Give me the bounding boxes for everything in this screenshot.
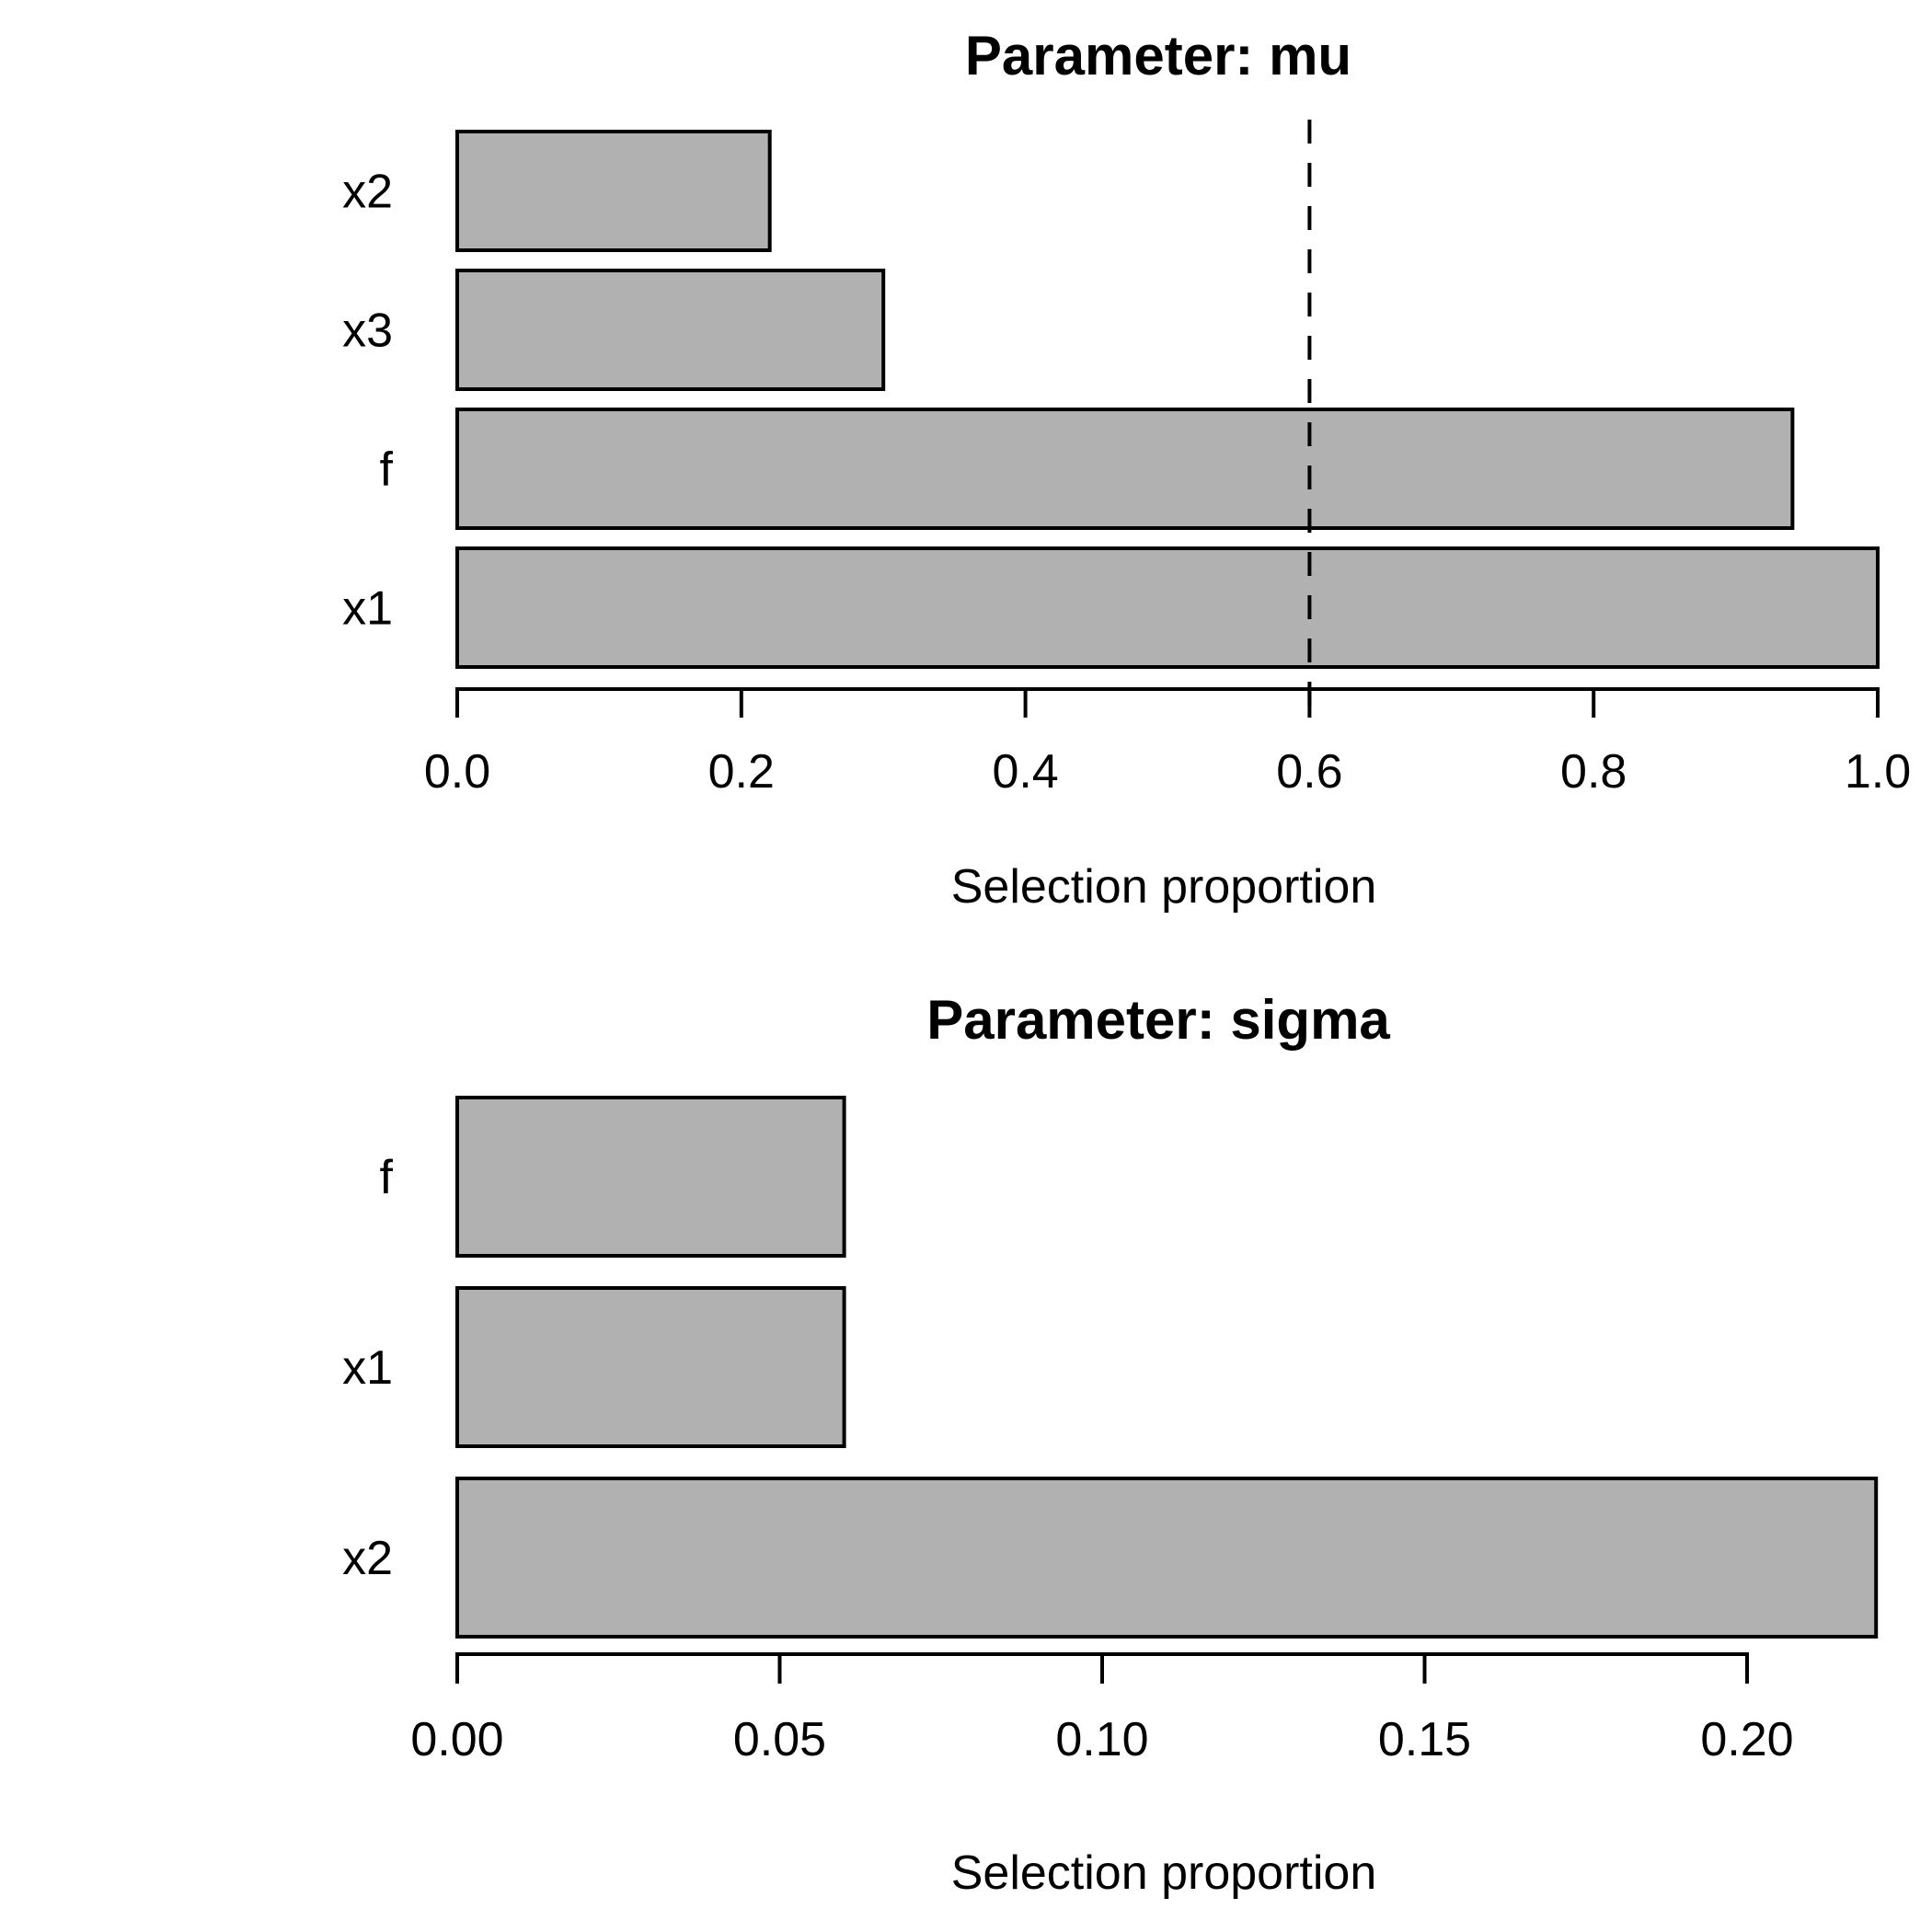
- mu-category-label-x1: x1: [342, 582, 393, 636]
- mu-tick-label-0.8: 0.8: [1560, 745, 1627, 799]
- sigma-category-labels: f x1 x2: [342, 1151, 393, 1585]
- mu-category-label-x2: x2: [342, 166, 393, 219]
- sigma-bars: [455, 1096, 1879, 1639]
- sigma-tick-label-0.15: 0.15: [1378, 1713, 1471, 1766]
- sigma-chart-title: Parameter: sigma: [926, 989, 1390, 1051]
- mu-tick-label-1.0: 1.0: [1845, 745, 1911, 799]
- sigma-category-label-x1: x1: [342, 1341, 393, 1395]
- mu-tick-label-0.6: 0.6: [1276, 745, 1342, 799]
- sigma-x-axis-label: Selection proportion: [951, 1846, 1377, 1900]
- mu-category-label-x3: x3: [342, 305, 393, 358]
- mu-bar-x3: [455, 269, 886, 391]
- mu-bars: [455, 130, 1880, 669]
- mu-bar-f: [455, 408, 1795, 530]
- sigma-tick-label-0.00: 0.00: [410, 1713, 503, 1766]
- mu-tick-label-0.2: 0.2: [708, 745, 775, 799]
- mu-tick-label-0.0: 0.0: [424, 745, 490, 799]
- sigma-tick-label-0.20: 0.20: [1700, 1713, 1793, 1766]
- sigma-category-label-f: f: [380, 1151, 394, 1204]
- sigma-category-label-x2: x2: [342, 1532, 393, 1585]
- mu-chart-title: Parameter: mu: [965, 25, 1351, 86]
- sigma-bar-f: [455, 1096, 846, 1258]
- mu-category-label-f: f: [380, 443, 394, 497]
- sigma-tick-label-0.05: 0.05: [733, 1713, 826, 1766]
- mu-tick-label-0.4: 0.4: [992, 745, 1058, 799]
- mu-bar-x2: [455, 130, 772, 252]
- sigma-x-axis: 0.00 0.05 0.10 0.15 0.20: [410, 1652, 1794, 1766]
- mu-chart: Parameter: mu x2 x3 f x1 0.0 0.2 0.4 0.6 0.8 1.0…: [342, 25, 1911, 914]
- mu-bar-x1: [455, 546, 1880, 669]
- sigma-bar-x2: [455, 1477, 1879, 1639]
- mu-x-axis: 0.0 0.2 0.4 0.6 0.8 1.0: [424, 687, 1911, 799]
- mu-category-labels: x2 x3 f x1: [342, 166, 393, 636]
- mu-x-axis-label: Selection proportion: [951, 860, 1377, 914]
- sigma-tick-label-0.10: 0.10: [1055, 1713, 1148, 1766]
- sigma-bar-x1: [455, 1286, 846, 1448]
